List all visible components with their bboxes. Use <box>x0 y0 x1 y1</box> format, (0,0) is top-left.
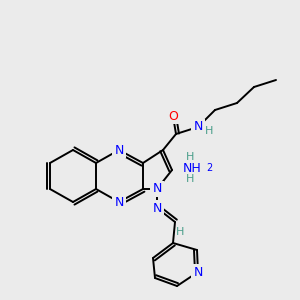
Text: N: N <box>193 121 203 134</box>
Text: H: H <box>186 174 194 184</box>
Text: N: N <box>152 202 162 214</box>
Text: 2: 2 <box>206 163 212 173</box>
Text: NH: NH <box>183 161 201 175</box>
Text: N: N <box>114 143 124 157</box>
Text: H: H <box>186 152 194 162</box>
Text: H: H <box>176 227 184 237</box>
Text: N: N <box>152 182 162 196</box>
Text: H: H <box>205 126 213 136</box>
Text: N: N <box>193 266 203 278</box>
Text: O: O <box>168 110 178 122</box>
Text: N: N <box>114 196 124 208</box>
